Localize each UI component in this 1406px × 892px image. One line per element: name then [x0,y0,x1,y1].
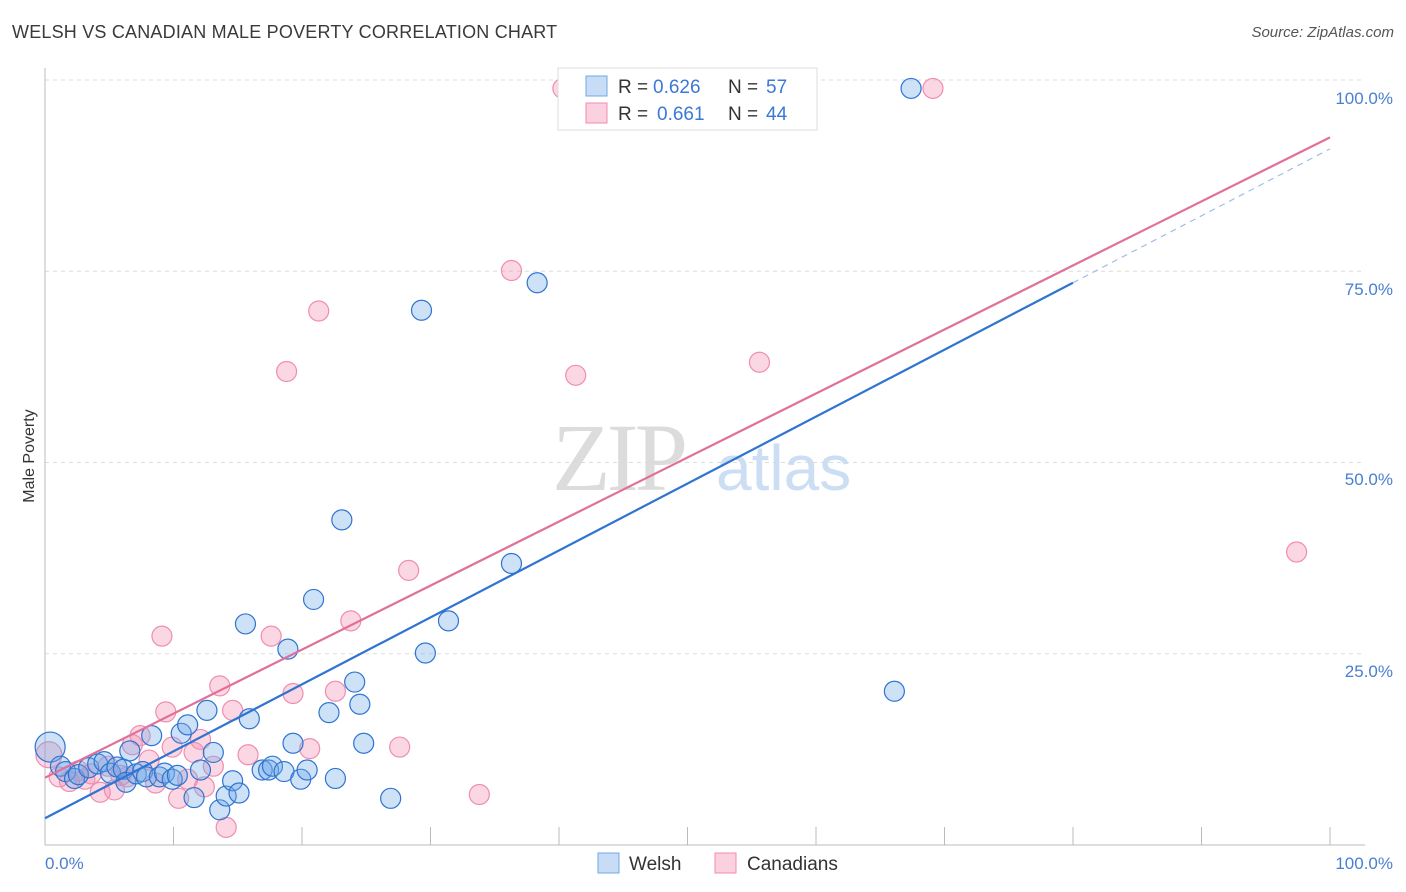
canadians-point-43 [1285,541,1308,563]
legend-n-value-2: 44 [766,104,788,125]
welsh-point-41 [302,588,325,611]
welsh-point-31 [234,613,257,635]
welsh-point-15 [135,766,158,788]
welsh-point-40 [296,759,318,781]
canadians-point-18 [168,787,190,809]
source-label: Source: ZipAtlas.com [1251,24,1394,41]
canadians-point-38 [500,259,523,282]
welsh-point-4 [67,764,90,786]
canadians-point-15 [151,625,173,647]
legend-n-value-1: 57 [766,77,787,98]
bottom-legend-canadians: Canadians [747,854,838,875]
legend-r-label-1: R = [618,77,648,98]
svg-text:ZIP: ZIP [552,404,685,511]
welsh-point-49 [410,299,433,321]
welsh-point-48 [380,787,402,809]
bottom-legend-swatch-canadians [714,852,737,874]
welsh-point-34 [257,759,280,781]
canadians-point-37 [468,783,490,806]
welsh-point-22 [177,714,199,736]
canadians-point-25 [215,816,237,839]
legend-n-label-2: N = [728,104,758,125]
welsh-point-38 [282,732,304,754]
svg-text:atlas: atlas [716,432,851,504]
canadians-point-36 [398,559,420,581]
canadians-point-27 [237,744,259,766]
x-tick-label-0: 0.0% [45,854,84,873]
x-ticks [173,827,1331,845]
welsh-point-26 [202,741,224,764]
welsh-point-44 [331,509,353,531]
canadians-point-41 [748,351,771,373]
welsh-point-27 [209,799,231,821]
canadians-point-16 [155,701,177,723]
y-axis-title: Male Poverty [21,409,38,502]
canadians-point-32 [308,300,330,322]
series-legend: Welsh Canadians [597,852,838,875]
canadians-trendline [44,136,1331,779]
correlation-legend: R = 0.626 N = 57 R = 0.661 N = 44 [557,67,818,131]
y-tick-label-25: 25.0% [1345,662,1393,681]
grid-lines [45,79,1365,655]
canadians-point-42 [922,77,944,100]
legend-r-value-1: 0.626 [653,77,701,98]
canadians-point-29 [275,360,298,383]
canadians-point-28 [260,625,282,647]
legend-r-value-2: 0.661 [657,104,705,125]
welsh-point-30 [228,782,250,804]
y-tick-label-75: 75.0% [1345,280,1393,299]
canadians-point-31 [299,738,321,760]
chart-title: WELSH VS CANADIAN MALE POVERTY CORRELATI… [12,22,558,42]
welsh-point-50 [414,642,436,664]
welsh-point-23 [183,786,205,809]
canadians-point-35 [389,736,411,758]
welsh-point-25 [196,699,218,721]
trend-lines [44,136,1331,820]
legend-n-label-1: N = [728,77,758,98]
welsh-point-29 [222,770,244,792]
bottom-legend-swatch-welsh [597,852,620,874]
welsh-trendline [44,281,1074,820]
canadians-point-33 [324,680,347,702]
welsh-point-47 [353,732,375,754]
welsh-point-24 [189,759,212,781]
welsh-point-0 [34,731,66,763]
welsh-trendline-extension [1072,148,1331,284]
welsh-point-7 [93,751,115,773]
canadians-point-13 [138,749,160,771]
welsh-point-53 [526,272,548,294]
welsh-point-42 [318,702,340,724]
welsh-point-20 [166,764,188,786]
welsh-point-46 [349,693,371,715]
x-tick-label-100: 100.0% [1335,854,1393,873]
watermark: ZIP atlas [552,404,851,511]
welsh-point-56 [900,77,922,100]
bottom-legend-welsh: Welsh [629,854,681,875]
welsh-point-43 [324,767,347,790]
y-tick-label-100: 100.0% [1335,89,1393,108]
legend-swatch-canadians [585,102,608,124]
welsh-point-55 [883,680,905,702]
welsh-point-45 [344,671,366,693]
welsh-series [34,77,922,821]
y-tick-label-50: 50.0% [1345,470,1393,489]
welsh-point-51 [437,610,460,632]
welsh-point-52 [500,552,523,575]
canadians-point-40 [565,364,587,386]
legend-r-label-2: R = [618,104,648,125]
welsh-point-3 [63,767,86,790]
welsh-point-12 [119,740,141,762]
legend-swatch-welsh [585,75,608,97]
welsh-point-35 [261,755,284,777]
